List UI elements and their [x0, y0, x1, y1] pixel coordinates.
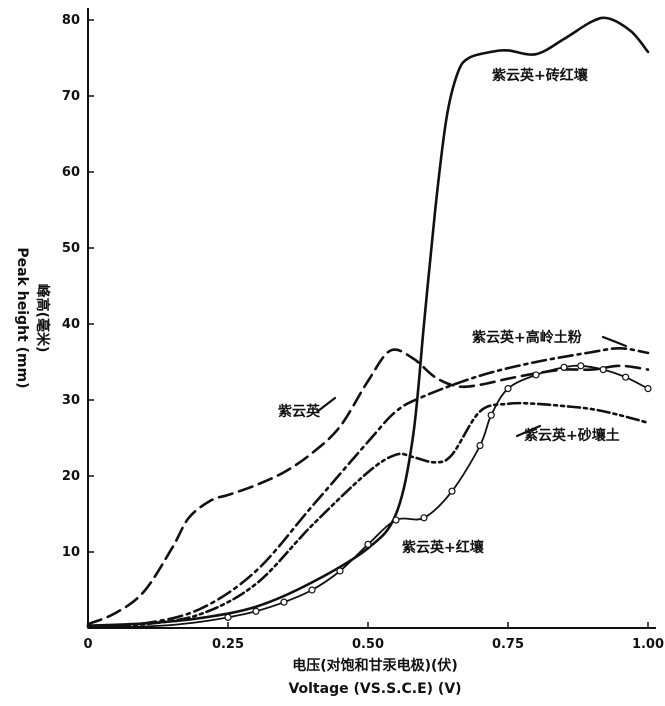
series-label: 紫云英+红壤 — [402, 539, 485, 556]
y-tick-label: 40 — [62, 317, 80, 332]
series-5-marker — [448, 487, 456, 495]
x-tick-label: 0.25 — [212, 637, 244, 652]
series-5-marker — [476, 442, 484, 450]
y-tick-label: 70 — [62, 89, 80, 104]
series-5-marker — [364, 540, 372, 549]
series-2-line — [86, 346, 650, 628]
series-5-marker — [532, 371, 540, 379]
x-axis-title-zh: 电压(对饱和甘汞电极)(伏) — [292, 657, 458, 674]
series-5-marker — [504, 385, 512, 393]
tick-labels: 0 0.25 0.50 0.75 1.00 10 20 30 40 50 60 70 80 — [62, 13, 664, 652]
series-5-marker — [599, 366, 607, 374]
series-5-marker — [560, 363, 568, 371]
x-tick-label: 0.50 — [352, 637, 384, 652]
y-tick-label: 60 — [62, 165, 80, 180]
series-1-line — [86, 16, 650, 627]
series-5-marker — [280, 598, 288, 606]
series-label: 紫云英+高岭土粉 — [472, 329, 582, 346]
x-tick-label: 1.00 — [632, 637, 664, 652]
series-5-marker — [308, 586, 316, 594]
y-tick-label: 10 — [62, 545, 80, 560]
y-tick-label: 30 — [62, 393, 80, 408]
x-tick-label: 0 — [83, 637, 92, 652]
label-pointer — [601, 335, 628, 348]
series-5-marker — [621, 373, 630, 381]
series-label: 紫云英 — [278, 403, 321, 420]
y-tick-label: 20 — [62, 469, 80, 484]
series-label: 紫云英+砖红壤 — [492, 67, 589, 84]
x-tick-label: 0.75 — [492, 637, 524, 652]
series-5-marker — [420, 514, 428, 522]
series-5-marker — [644, 385, 652, 393]
series-group — [86, 16, 652, 629]
series-5-marker — [252, 607, 260, 615]
series-5-marker — [392, 516, 400, 524]
series-5-marker — [224, 613, 232, 621]
y-axis-title-zh: 峰高(毫米) — [34, 284, 51, 353]
series-3-line — [86, 348, 650, 626]
label-pointer — [515, 424, 542, 438]
label-pointer — [316, 396, 337, 413]
series-4-line — [86, 401, 650, 628]
y-tick-label: 50 — [62, 241, 80, 256]
series-label: 紫云英+砂壤土 — [524, 427, 620, 444]
axes — [87, 8, 656, 629]
series-5-marker — [577, 362, 585, 370]
y-tick-label: 80 — [62, 13, 80, 28]
y-axis-title-en: Peak height (mm) — [14, 247, 30, 388]
series-5-marker — [336, 567, 344, 575]
x-axis-title-en: Voltage (VS.S.C.E) (V) — [288, 681, 461, 697]
series-5-marker — [487, 411, 495, 419]
